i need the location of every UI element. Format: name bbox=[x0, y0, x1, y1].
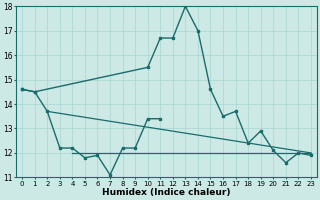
X-axis label: Humidex (Indice chaleur): Humidex (Indice chaleur) bbox=[102, 188, 231, 197]
